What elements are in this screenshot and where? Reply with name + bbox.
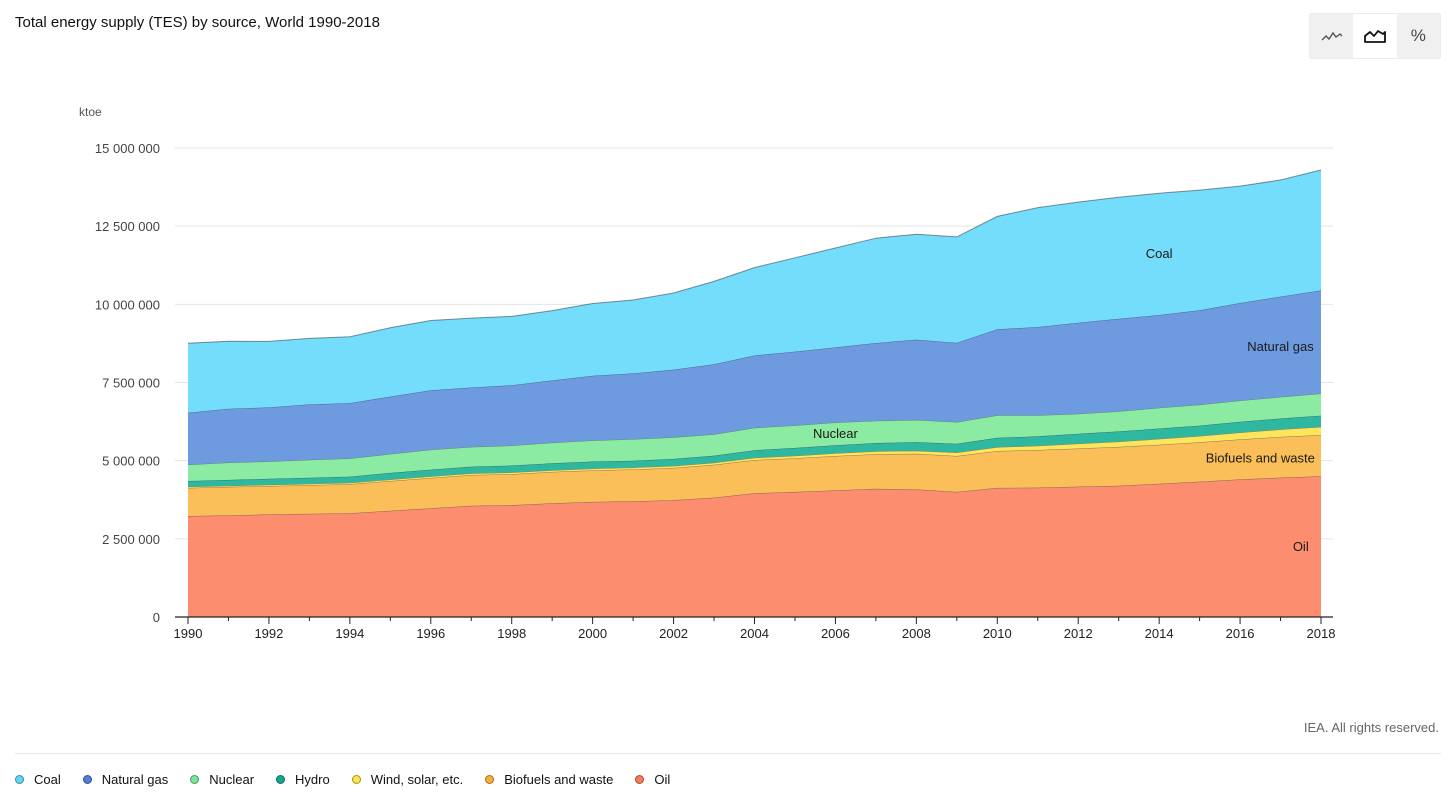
legend-item-biofuels-and-waste[interactable]: Biofuels and waste — [485, 772, 613, 787]
legend-item-nuclear[interactable]: Nuclear — [190, 772, 254, 787]
area-chart-button[interactable] — [1353, 14, 1397, 58]
annotation-oil: Oil — [1293, 539, 1309, 554]
axes: ktoe 0 2 500 000 5 000 000 7 500 000 10 000 0… — [79, 105, 1335, 641]
x-tick-label: 1994 — [335, 626, 364, 641]
legend-label: Nuclear — [209, 772, 255, 787]
legend-label: Oil — [654, 772, 671, 787]
percent-button[interactable]: % — [1396, 14, 1440, 58]
legend-swatch — [635, 775, 645, 784]
x-tick-label: 2012 — [1064, 626, 1093, 641]
area-coal[interactable] — [188, 170, 1321, 413]
x-tick-label: 1998 — [497, 626, 526, 641]
legend-label: Wind, solar, etc. — [370, 772, 464, 787]
line-chart-button[interactable] — [1310, 14, 1354, 58]
y-tick-label: 12 500 000 — [95, 219, 160, 234]
annotation-biofuels-and-waste: Biofuels and waste — [1206, 450, 1315, 465]
area-chart-icon — [1364, 30, 1386, 43]
x-tick-label: 1996 — [416, 626, 445, 641]
area-oil[interactable] — [188, 476, 1321, 617]
legend-label: Natural gas — [101, 772, 169, 787]
x-tick-label: 1992 — [254, 626, 283, 641]
annotation-nuclear: Nuclear — [813, 426, 858, 441]
y-tick-label: 0 — [153, 610, 160, 625]
y-unit-label: ktoe — [79, 105, 102, 119]
legend-item-oil[interactable]: Oil — [635, 772, 670, 787]
legend-swatch — [15, 775, 24, 784]
legend-label: Coal — [34, 772, 61, 787]
x-tick-label: 2006 — [821, 626, 850, 641]
legend-item-coal[interactable]: Coal — [15, 772, 61, 787]
x-tick-label: 2018 — [1307, 626, 1336, 641]
x-tick-label: 2002 — [659, 626, 688, 641]
x-tick-label: 2010 — [983, 626, 1012, 641]
legend-item-wind-solar-etc[interactable]: Wind, solar, etc. — [351, 772, 464, 787]
annotation-natural-gas: Natural gas — [1247, 339, 1314, 354]
x-tick-label: 2016 — [1226, 626, 1255, 641]
area-biofuels-and-waste[interactable] — [188, 435, 1321, 516]
credit-text: IEA. All rights reserved. — [1303, 720, 1439, 735]
legend-item-natural-gas[interactable]: Natural gas — [82, 772, 169, 787]
legend-label: Hydro — [295, 772, 330, 787]
legend-swatch — [82, 775, 92, 784]
series-annotations: Coal Natural gas Nuclear Biofuels and waste… — [813, 246, 1315, 554]
area-hydro[interactable] — [188, 415, 1321, 487]
x-tick-label: 1990 — [174, 626, 203, 641]
percent-icon: % — [1410, 26, 1426, 45]
y-tick-label: 5 000 000 — [102, 454, 160, 469]
area-natural-gas[interactable] — [188, 290, 1321, 465]
legend-swatch — [485, 775, 495, 784]
x-tick-label: 2000 — [578, 626, 607, 641]
legend-divider — [15, 753, 1441, 754]
area-chart: ktoe 0 2 500 000 5 000 000 7 500 000 10 000 0… — [79, 105, 1335, 641]
y-tick-label: 10 000 000 — [95, 297, 160, 312]
legend-swatch — [190, 775, 200, 784]
x-tick-label: 2004 — [740, 626, 769, 641]
area-edge-coal — [187, 169, 1322, 344]
y-tick-label: 15 000 000 — [95, 141, 160, 156]
area-series — [187, 169, 1322, 617]
y-tick-label: 2 500 000 — [102, 532, 160, 547]
x-tick-label: 2014 — [1145, 626, 1174, 641]
chart-view-toggle: % — [1309, 13, 1441, 59]
x-tick-label: 2008 — [902, 626, 931, 641]
y-tick-label: 7 500 000 — [102, 376, 160, 391]
legend-swatch — [351, 775, 361, 784]
legend-swatch — [276, 775, 286, 784]
legend: Coal Natural gas Nuclear Hydro Wind, solar, … — [15, 772, 692, 787]
legend-item-hydro[interactable]: Hydro — [276, 772, 330, 787]
annotation-coal: Coal — [1146, 246, 1173, 261]
legend-label: Biofuels and waste — [504, 772, 614, 787]
chart-title: Total energy supply (TES) by source, Wor… — [15, 14, 380, 31]
line-chart-icon — [1321, 31, 1343, 41]
